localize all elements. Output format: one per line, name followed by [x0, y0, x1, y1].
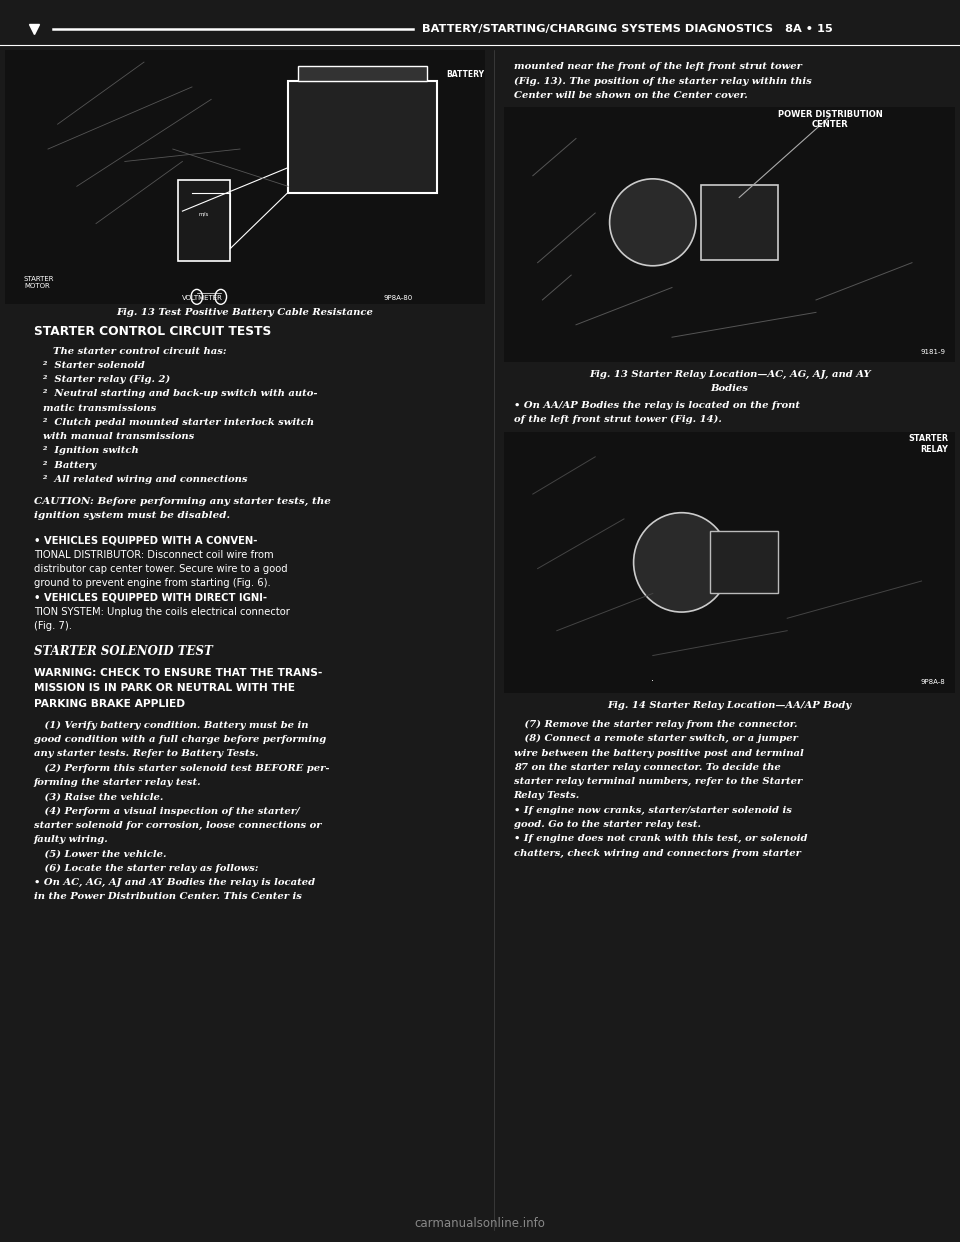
Text: faulty wiring.: faulty wiring. [34, 835, 108, 845]
Text: Relay Tests.: Relay Tests. [514, 791, 580, 800]
Text: ²  All related wiring and connections: ² All related wiring and connections [43, 474, 248, 484]
Text: VOLTMETER: VOLTMETER [182, 294, 224, 301]
Text: wire between the battery positive post and terminal: wire between the battery positive post a… [514, 749, 804, 758]
Text: Fig. 13 Starter Relay Location—AC, AG, AJ, and AY: Fig. 13 Starter Relay Location—AC, AG, A… [588, 369, 871, 379]
Text: ²  Clutch pedal mounted starter interlock switch: ² Clutch pedal mounted starter interlock… [43, 417, 314, 427]
Text: (2) Perform this starter solenoid test BEFORE per-: (2) Perform this starter solenoid test B… [34, 764, 329, 773]
Text: m/s: m/s [199, 211, 209, 217]
Text: (5) Lower the vehicle.: (5) Lower the vehicle. [34, 850, 166, 858]
Bar [5, 50, 485, 304]
Text: BATTERY: BATTERY [446, 70, 485, 79]
Text: STARTER SOLENOID TEST: STARTER SOLENOID TEST [34, 645, 212, 658]
Ellipse shape [634, 513, 730, 612]
Text: • On AC, AG, AJ and AY Bodies the relay is located: • On AC, AG, AJ and AY Bodies the relay … [34, 878, 315, 887]
Text: ground to prevent engine from starting (Fig. 6).: ground to prevent engine from starting (… [34, 578, 271, 589]
Text: 87 on the starter relay connector. To decide the: 87 on the starter relay connector. To de… [514, 763, 780, 771]
Bar [504, 432, 955, 693]
Text: Center will be shown on the Center cover.: Center will be shown on the Center cover… [514, 91, 747, 99]
Text: (1) Verify battery condition. Battery must be in: (1) Verify battery condition. Battery mu… [34, 720, 308, 730]
Text: WARNING: CHECK TO ENSURE THAT THE TRANS-: WARNING: CHECK TO ENSURE THAT THE TRANS- [34, 667, 322, 678]
Text: mounted near the front of the left front strut tower: mounted near the front of the left front… [514, 62, 802, 71]
Text: (4) Perform a visual inspection of the starter/: (4) Perform a visual inspection of the s… [34, 806, 300, 816]
Circle shape [215, 289, 227, 304]
Text: forming the starter relay test.: forming the starter relay test. [34, 777, 202, 787]
Text: • On AA/AP Bodies the relay is located on the front: • On AA/AP Bodies the relay is located o… [514, 401, 800, 410]
Text: • VEHICLES EQUIPPED WITH DIRECT IGNI-: • VEHICLES EQUIPPED WITH DIRECT IGNI- [34, 592, 267, 602]
Text: good. Go to the starter relay test.: good. Go to the starter relay test. [514, 820, 701, 828]
Circle shape [191, 289, 203, 304]
Text: chatters, check wiring and connectors from starter: chatters, check wiring and connectors fr… [514, 848, 801, 858]
Bar [288, 81, 437, 193]
Text: (Fig. 13). The position of the starter relay within this: (Fig. 13). The position of the starter r… [514, 77, 811, 86]
Text: (6) Locate the starter relay as follows:: (6) Locate the starter relay as follows: [34, 863, 258, 873]
Text: POWER DISTRIBUTION
CENTER: POWER DISTRIBUTION CENTER [778, 109, 883, 129]
Text: STARTER
RELAY: STARTER RELAY [908, 435, 948, 453]
Text: Fig. 13 Test Positive Battery Cable Resistance: Fig. 13 Test Positive Battery Cable Resi… [116, 308, 373, 317]
Text: starter relay terminal numbers, refer to the Starter: starter relay terminal numbers, refer to… [514, 777, 802, 786]
Text: (7) Remove the starter relay from the connector.: (7) Remove the starter relay from the co… [514, 720, 797, 729]
FancyBboxPatch shape [701, 185, 778, 260]
Bar [178, 180, 230, 261]
Text: any starter tests. Refer to Battery Tests.: any starter tests. Refer to Battery Test… [34, 749, 258, 759]
Text: good condition with a full charge before performing: good condition with a full charge before… [34, 735, 325, 744]
Text: • VEHICLES EQUIPPED WITH A CONVEN-: • VEHICLES EQUIPPED WITH A CONVEN- [34, 535, 257, 545]
Text: 9P8A-80: 9P8A-80 [384, 294, 413, 301]
Text: ²  Starter solenoid: ² Starter solenoid [43, 360, 145, 370]
Text: (8) Connect a remote starter switch, or a jumper: (8) Connect a remote starter switch, or … [514, 734, 798, 744]
Text: STARTER
MOTOR: STARTER MOTOR [24, 276, 55, 288]
FancyBboxPatch shape [710, 532, 778, 594]
Text: • If engine now cranks, starter/starter solenoid is: • If engine now cranks, starter/starter … [514, 806, 791, 815]
Text: PARKING BRAKE APPLIED: PARKING BRAKE APPLIED [34, 699, 184, 709]
Text: STARTER CONTROL CIRCUIT TESTS: STARTER CONTROL CIRCUIT TESTS [34, 325, 271, 338]
Text: ²  Ignition switch: ² Ignition switch [43, 446, 139, 456]
Text: ²  Battery: ² Battery [43, 461, 96, 469]
Text: Bodies: Bodies [710, 384, 749, 392]
Text: 9P8A-8: 9P8A-8 [921, 679, 946, 686]
Text: with manual transmissions: with manual transmissions [43, 432, 195, 441]
Text: (3) Raise the vehicle.: (3) Raise the vehicle. [34, 792, 163, 801]
Bar [298, 66, 427, 81]
Text: BATTERY/STARTING/CHARGING SYSTEMS DIAGNOSTICS   8A • 15: BATTERY/STARTING/CHARGING SYSTEMS DIAGNO… [422, 24, 833, 34]
Ellipse shape [610, 179, 696, 266]
Text: matic transmissions: matic transmissions [43, 404, 156, 412]
Text: carmanualsonline.info: carmanualsonline.info [415, 1217, 545, 1230]
Text: starter solenoid for corrosion, loose connections or: starter solenoid for corrosion, loose co… [34, 821, 321, 830]
Bar [504, 108, 955, 361]
Text: ignition system must be disabled.: ignition system must be disabled. [34, 510, 229, 520]
Text: TIONAL DISTRIBUTOR: Disconnect coil wire from: TIONAL DISTRIBUTOR: Disconnect coil wire… [34, 549, 274, 560]
Text: ²  Neutral starting and back-up switch with auto-: ² Neutral starting and back-up switch wi… [43, 389, 318, 399]
Text: MISSION IS IN PARK OR NEUTRAL WITH THE: MISSION IS IN PARK OR NEUTRAL WITH THE [34, 683, 295, 693]
Text: TION SYSTEM: Unplug the coils electrical connector: TION SYSTEM: Unplug the coils electrical… [34, 606, 290, 617]
Text: Fig. 14 Starter Relay Location—AA/AP Body: Fig. 14 Starter Relay Location—AA/AP Bod… [608, 702, 852, 710]
Text: 9181-9: 9181-9 [921, 349, 946, 354]
Text: .: . [651, 673, 655, 683]
Text: distributor cap center tower. Secure wire to a good: distributor cap center tower. Secure wir… [34, 564, 287, 574]
Text: CAUTION: Before performing any starter tests, the: CAUTION: Before performing any starter t… [34, 497, 330, 505]
Text: in the Power Distribution Center. This Center is: in the Power Distribution Center. This C… [34, 892, 301, 902]
Text: ²  Starter relay (Fig. 2): ² Starter relay (Fig. 2) [43, 375, 171, 384]
Text: of the left front strut tower (Fig. 14).: of the left front strut tower (Fig. 14). [514, 415, 722, 425]
Text: The starter control circuit has:: The starter control circuit has: [53, 347, 227, 355]
Text: (Fig. 7).: (Fig. 7). [34, 621, 72, 631]
Text: • If engine does not crank with this test, or solenoid: • If engine does not crank with this tes… [514, 835, 807, 843]
